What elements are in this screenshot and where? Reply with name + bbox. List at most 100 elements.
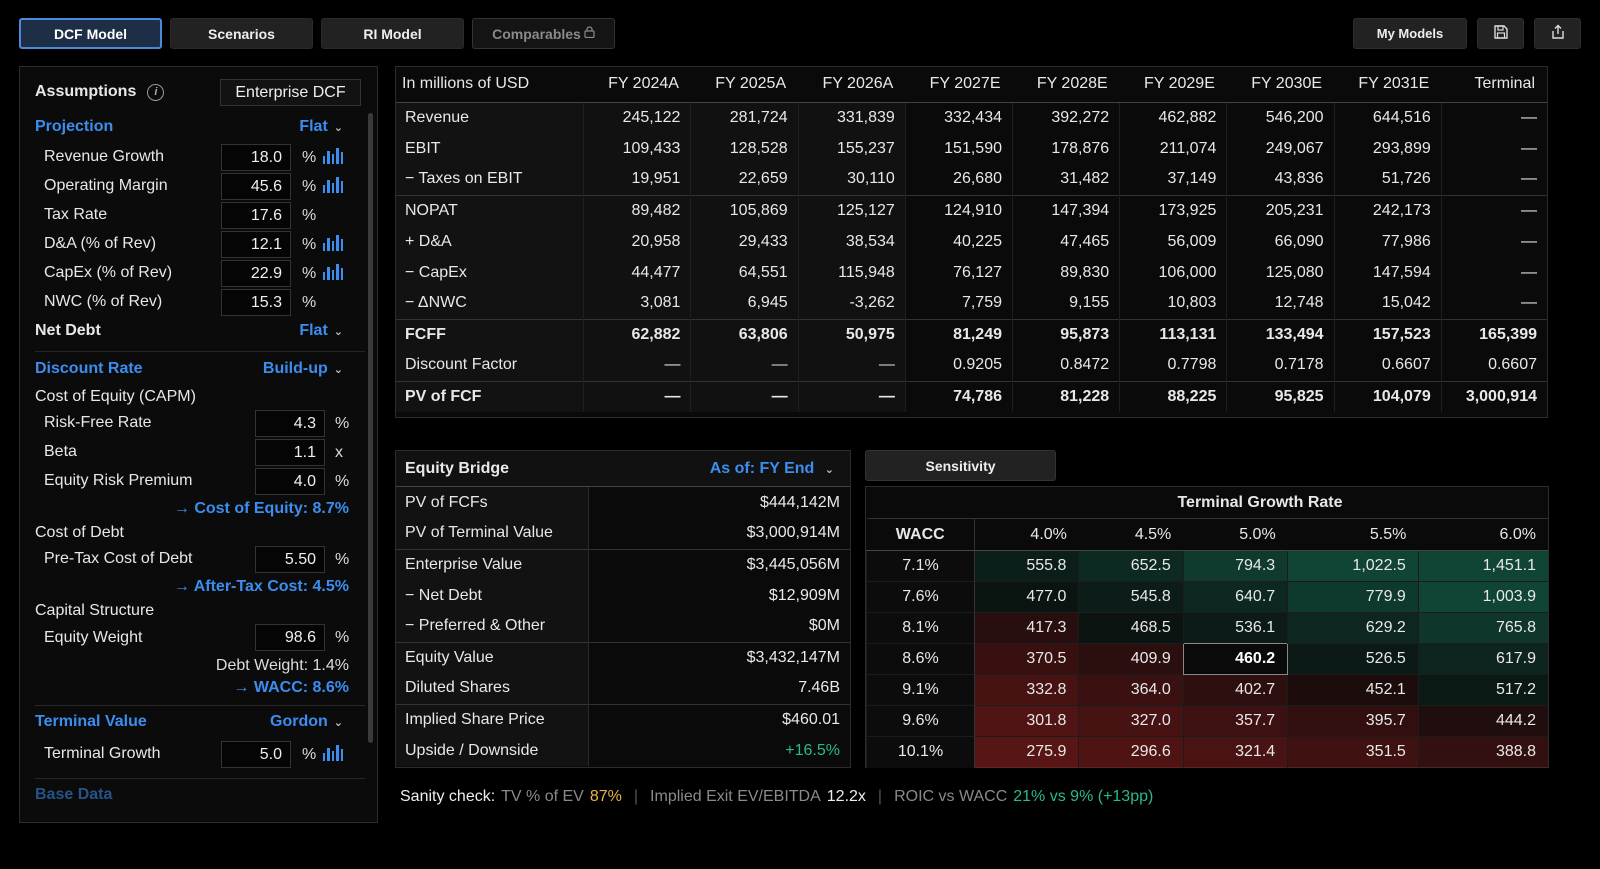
info-icon[interactable]: i: [147, 83, 165, 101]
bridge-label: PV of FCFs: [396, 487, 589, 518]
sensitivity-cell[interactable]: 460.2: [1182, 643, 1289, 675]
revenue-growth-input[interactable]: 18.0: [221, 144, 291, 171]
sensitivity-cell[interactable]: 357.7: [1182, 705, 1288, 737]
tab-ri-model[interactable]: RI Model: [321, 18, 464, 49]
table-cell: 124,910: [904, 194, 1013, 226]
base-data-label: Base Data: [35, 786, 113, 803]
save-button[interactable]: [1477, 18, 1524, 49]
sensitivity-cell[interactable]: 417.3: [973, 612, 1079, 644]
tab-scenarios[interactable]: Scenarios: [170, 18, 313, 49]
sensitivity-cell[interactable]: 517.2: [1417, 674, 1548, 706]
my-models-button[interactable]: My Models: [1353, 18, 1467, 49]
sensitivity-cell[interactable]: 536.1: [1182, 612, 1288, 644]
sensitivity-cell[interactable]: 765.8: [1417, 612, 1548, 644]
tax-rate-input[interactable]: 17.6: [221, 202, 291, 229]
sensitivity-cell[interactable]: 794.3: [1182, 550, 1288, 582]
table-row: EBIT 109,433 128,528 155,237 151,590 178,876 2…: [396, 133, 1547, 164]
beta-input[interactable]: 1.1: [255, 439, 325, 466]
share-button[interactable]: [1534, 18, 1581, 49]
sensitivity-cell[interactable]: 617.9: [1417, 643, 1548, 675]
row-label: Pre-Tax Cost of Debt: [44, 550, 193, 567]
bar-chart-icon[interactable]: [323, 745, 344, 761]
table-cell: 43,836: [1226, 164, 1335, 195]
sensitivity-cell[interactable]: 555.8: [973, 550, 1079, 582]
sensitivity-cell[interactable]: 275.9: [973, 736, 1079, 768]
tab-label: Scenarios: [208, 25, 275, 42]
capex-input[interactable]: 22.9: [221, 260, 291, 287]
nwc-input[interactable]: 15.3: [221, 289, 291, 316]
unit-label: %: [335, 415, 350, 432]
table-cell: 20,958: [583, 226, 691, 257]
sensitivity-cell[interactable]: 629.2: [1287, 612, 1419, 644]
sensitivity-cell[interactable]: 332.8: [973, 674, 1079, 706]
table-cell: 249,067: [1226, 133, 1335, 164]
wacc-header: WACC: [866, 518, 975, 551]
sensitivity-cell[interactable]: 1,003.9: [1417, 581, 1548, 613]
sensitivity-cell[interactable]: 388.8: [1417, 736, 1548, 768]
table-cell: 115,948: [797, 257, 906, 288]
table-cell: —: [797, 380, 906, 412]
capital-structure-heading: Capital Structure: [20, 597, 365, 625]
sensitivity-cell[interactable]: 409.9: [1078, 643, 1184, 675]
sensitivity-cell[interactable]: 468.5: [1078, 612, 1184, 644]
bridge-value: $0M: [808, 617, 840, 635]
bar-chart-icon[interactable]: [323, 235, 344, 251]
table-cell: 37,149: [1119, 164, 1227, 195]
sensitivity-cell[interactable]: 779.9: [1287, 581, 1419, 613]
sensitivity-cell[interactable]: 444.2: [1417, 705, 1548, 737]
table-cell: 0.6607: [1440, 350, 1547, 381]
risk-free-rate-input[interactable]: 4.3: [255, 410, 325, 437]
operating-margin-input[interactable]: 45.6: [221, 173, 291, 200]
lock-icon: [584, 26, 595, 41]
table-cell: 44,477: [583, 257, 691, 288]
bridge-value: $3,445,056M: [588, 548, 850, 580]
sensitivity-row: 10.1% 275.9 296.6 321.4 351.5 388.8: [866, 736, 1548, 768]
column-header: FY 2027E: [905, 67, 1013, 103]
pre-tax-cost-of-debt-row: Pre-Tax Cost of Debt: [20, 545, 365, 573]
bar-chart-icon[interactable]: [323, 264, 344, 280]
discount-rate-mode-dropdown[interactable]: Build-up ⌄: [263, 360, 343, 378]
sensitivity-cell[interactable]: 351.5: [1287, 736, 1419, 768]
tab-dcf-model[interactable]: DCF Model: [19, 18, 162, 49]
terminal-growth-input[interactable]: 5.0: [221, 741, 291, 768]
nwc-row: NWC (% of Rev): [20, 288, 365, 316]
sensitivity-cell[interactable]: 452.1: [1287, 674, 1419, 706]
net-debt-mode-dropdown[interactable]: Flat ⌄: [299, 322, 343, 340]
bridge-row: PV of FCFs $444,142M: [396, 487, 850, 518]
sensitivity-cell[interactable]: 364.0: [1078, 674, 1184, 706]
sensitivity-cell[interactable]: 395.7: [1287, 705, 1419, 737]
scrollbar[interactable]: [368, 113, 373, 743]
sensitivity-cell[interactable]: 301.8: [973, 705, 1079, 737]
row-label: Terminal Growth: [44, 745, 161, 762]
equity-weight-input[interactable]: 98.6: [255, 624, 325, 651]
pre-tax-cost-of-debt-input[interactable]: 5.50: [255, 546, 325, 573]
bridge-row: Enterprise Value $3,445,056M: [396, 548, 850, 580]
sensitivity-cell[interactable]: 402.7: [1182, 674, 1288, 706]
equity-risk-premium-input[interactable]: 4.0: [255, 468, 325, 495]
sensitivity-tab[interactable]: Sensitivity: [865, 450, 1056, 481]
equity-weight-row: Equity Weight: [20, 624, 365, 652]
sensitivity-cell[interactable]: 477.0: [973, 581, 1079, 613]
projection-mode-dropdown[interactable]: Flat ⌄: [299, 118, 343, 136]
sensitivity-cell[interactable]: 296.6: [1078, 736, 1184, 768]
sensitivity-cell[interactable]: 652.5: [1078, 550, 1184, 582]
bar-chart-icon[interactable]: [323, 148, 344, 164]
terminal-value-mode-dropdown[interactable]: Gordon ⌄: [270, 713, 343, 731]
divider: [35, 351, 365, 352]
as-of-dropdown[interactable]: As of: FY End ⌄: [710, 460, 834, 478]
bar-chart-icon[interactable]: [323, 177, 344, 193]
base-data-section[interactable]: Base Data: [20, 781, 365, 809]
model-type-select[interactable]: Enterprise DCF: [220, 79, 361, 106]
sensitivity-cell[interactable]: 370.5: [973, 643, 1079, 675]
sensitivity-cell[interactable]: 1,022.5: [1287, 550, 1419, 582]
wacc-value: 7.1%: [866, 550, 975, 582]
sensitivity-cell[interactable]: 640.7: [1182, 581, 1288, 613]
sensitivity-cell[interactable]: 327.0: [1078, 705, 1184, 737]
sensitivity-cell[interactable]: 545.8: [1078, 581, 1184, 613]
cost-of-debt-heading: Cost of Debt: [20, 519, 365, 547]
sensitivity-cell[interactable]: 526.5: [1287, 643, 1419, 675]
tab-comparables[interactable]: Comparables: [472, 18, 615, 49]
da-input[interactable]: 12.1: [221, 231, 291, 258]
sensitivity-cell[interactable]: 321.4: [1182, 736, 1288, 768]
sensitivity-cell[interactable]: 1,451.1: [1417, 550, 1548, 582]
